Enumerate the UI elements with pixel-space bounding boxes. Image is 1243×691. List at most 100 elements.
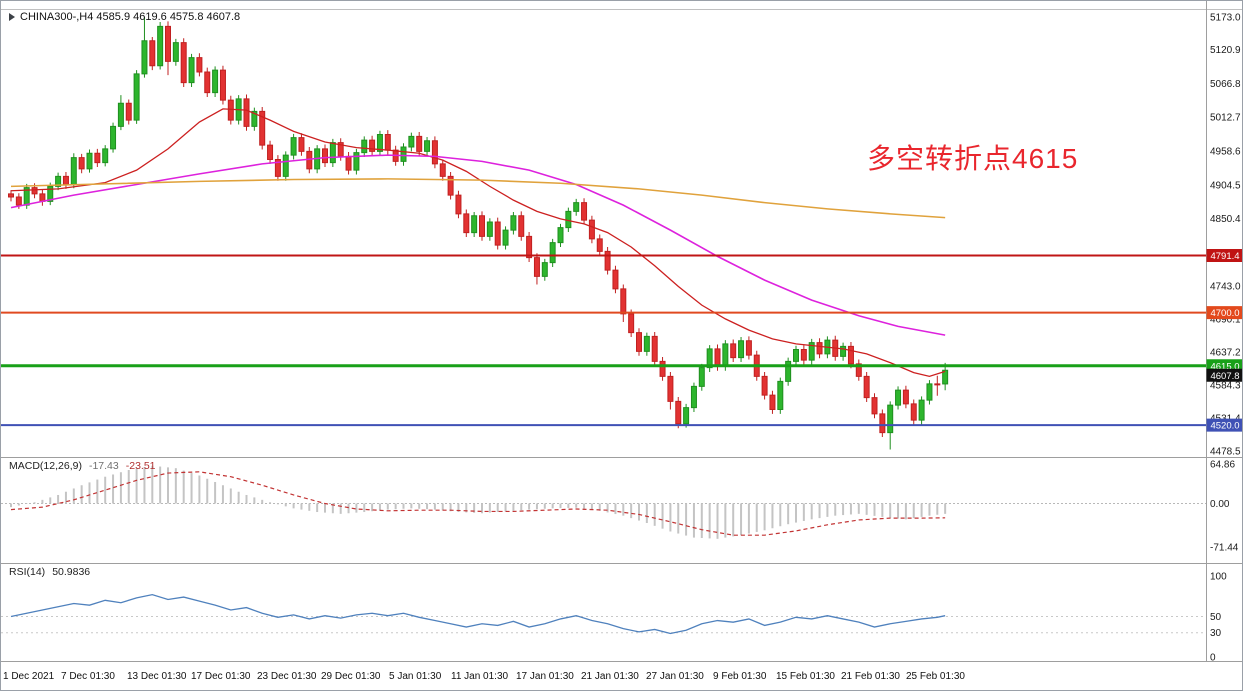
candle-body: [612, 269, 619, 290]
macd-main-value: -17.43: [88, 460, 119, 472]
time-axis-label: 27 Jan 01:30: [646, 671, 704, 682]
candle-body: [439, 163, 446, 177]
macd-axis-label: 64.86: [1210, 460, 1235, 471]
candle-body: [15, 196, 22, 206]
price-badge[interactable]: [1206, 368, 1243, 382]
candle-body: [463, 213, 470, 234]
candle-body: [847, 345, 854, 365]
candle-body: [31, 187, 38, 195]
macd-name: MACD(12,26,9): [9, 460, 82, 472]
candle-body: [8, 193, 14, 198]
price-badge-text: 4520.0: [1210, 421, 1239, 432]
ma-fast-line: [10, 108, 946, 378]
candle-body: [745, 340, 752, 356]
candle-body: [133, 73, 140, 121]
candle-body: [361, 139, 368, 154]
candle-body: [777, 380, 784, 410]
price-axis-label: 5012.7: [1210, 113, 1241, 124]
candle-body: [251, 110, 258, 127]
candle-body: [895, 389, 902, 406]
candle-body: [345, 155, 352, 171]
candle-body: [353, 152, 360, 171]
candle-body: [102, 148, 109, 164]
candle-body: [86, 152, 93, 170]
rsi-name: RSI(14): [9, 566, 46, 578]
time-axis-label: 29 Dec 01:30: [321, 671, 381, 682]
rsi-value: 50.9836: [52, 566, 91, 578]
candle-body: [502, 229, 509, 246]
candle-body: [376, 134, 383, 152]
candle-body: [541, 262, 548, 277]
candle-body: [596, 238, 603, 252]
candle-body: [431, 140, 438, 165]
price-badge-text: 4700.0: [1210, 308, 1239, 319]
rsi-indicator-label: RSI(14) 50.9836: [9, 566, 90, 578]
candle-body: [863, 375, 870, 399]
candle-body: [384, 134, 391, 151]
time-axis-label: 23 Dec 01:30: [257, 671, 317, 682]
candle-body: [78, 157, 85, 170]
price-axis-label: 4958.6: [1210, 147, 1241, 158]
candle-body: [879, 413, 886, 434]
candle-body: [738, 340, 745, 359]
price-axis-label: 4743.0: [1210, 281, 1241, 292]
candle-body: [557, 227, 564, 244]
price-badge[interactable]: [1206, 418, 1243, 432]
candle-body: [816, 342, 823, 355]
candle-body: [494, 221, 501, 246]
price-badge[interactable]: [1206, 249, 1243, 262]
candle-body: [62, 175, 69, 185]
candle-body: [918, 399, 925, 421]
symbol-info-bar: CHINA300-,H4 4585.9 4619.6 4575.8 4607.8: [9, 11, 240, 23]
candle-body: [424, 140, 431, 152]
candle-body: [934, 383, 941, 386]
candle-body: [761, 375, 768, 396]
ma-slow-line: [10, 178, 946, 219]
candle-body: [549, 242, 556, 264]
candle-body: [769, 394, 776, 410]
candle-body: [573, 202, 580, 212]
time-axis-label: 17 Dec 01:30: [191, 671, 251, 682]
candle-body: [274, 159, 281, 177]
time-axis-label: 5 Jan 01:30: [389, 671, 442, 682]
candle-body: [94, 152, 101, 164]
candle-body: [486, 221, 493, 237]
candle-body: [902, 389, 909, 405]
price-badge[interactable]: [1206, 306, 1243, 320]
rsi-axis-label: 50: [1210, 612, 1222, 623]
price-axis-label: 4478.5: [1210, 447, 1241, 458]
candle-body: [117, 102, 124, 127]
candle-body: [329, 142, 336, 164]
candle-body: [479, 215, 485, 237]
time-axis-label: 17 Jan 01:30: [516, 671, 574, 682]
price-axis-label: 4690.1: [1210, 314, 1241, 325]
candle-body: [808, 342, 815, 361]
candle-body: [165, 25, 171, 62]
price-badge-text: 4615.0: [1210, 361, 1239, 372]
rsi-axis-label: 100: [1210, 572, 1227, 583]
symbol-marker-icon: [9, 13, 15, 21]
candle-body: [172, 42, 179, 62]
candle-body: [526, 235, 533, 259]
macd-signal-line: [10, 471, 946, 536]
time-axis-label: 11 Jan 01:30: [451, 671, 509, 682]
candle-body: [47, 185, 54, 202]
candle-body: [910, 403, 917, 421]
candle-body: [188, 57, 195, 84]
price-axis-label: 5066.8: [1210, 79, 1241, 90]
candle-body: [259, 110, 266, 146]
candle-body: [369, 139, 376, 152]
candle-body: [282, 154, 289, 177]
candle-body: [628, 313, 635, 334]
candle-body: [942, 369, 949, 385]
candle-body: [447, 175, 454, 196]
price-axis-label: 5120.9: [1210, 45, 1241, 56]
candle-body: [219, 69, 226, 101]
rsi-line: [10, 593, 946, 635]
candle-body: [267, 144, 274, 160]
candle-body: [855, 363, 862, 377]
price-badge-text: 4607.8: [1210, 371, 1239, 382]
time-axis-label: 7 Dec 01:30: [61, 671, 115, 682]
